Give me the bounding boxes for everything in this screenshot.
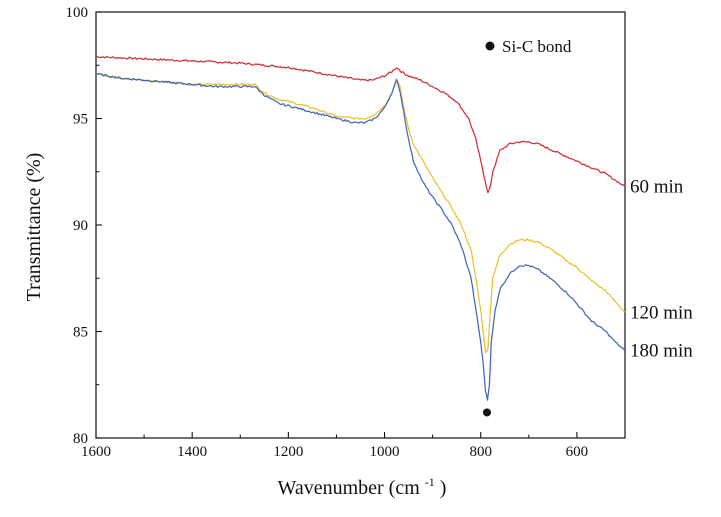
legend-marker-icon	[485, 41, 495, 51]
series-line-180-min	[95, 72, 626, 401]
x-tick-label: 1600	[81, 444, 111, 460]
y-axis-title: Transmittance (%)	[23, 153, 45, 302]
si-c-bond-marker	[482, 408, 491, 417]
tick-labels: 1600 1400 1200 1000 800 600 80 85 90 95 100	[66, 5, 589, 460]
series-line-60-min	[95, 55, 626, 194]
series-label: 180 min	[630, 341, 693, 362]
x-axis-title-main: Wavenumber (cm	[278, 477, 421, 499]
x-tick-label: 600	[566, 444, 589, 460]
x-tick-label: 800	[469, 444, 492, 460]
legend: Si-C bond	[485, 37, 572, 56]
tick-marks	[95, 11, 578, 439]
y-tick-label: 85	[73, 325, 88, 341]
legend-label: Si-C bond	[502, 37, 572, 56]
series-lines	[95, 55, 626, 401]
series-labels: 60 min 120 min 180 min	[630, 177, 693, 362]
y-tick-label: 100	[66, 5, 89, 21]
series-label: 120 min	[630, 302, 693, 323]
x-tick-label: 1000	[370, 444, 400, 460]
x-axis-title-end: )	[440, 477, 447, 499]
y-tick-label: 80	[73, 431, 88, 447]
plot-frame	[95, 11, 626, 439]
y-tick-label: 90	[73, 218, 88, 234]
x-tick-label: 1400	[177, 444, 207, 460]
series-line-120-min	[95, 73, 626, 354]
x-tick-label: 1200	[273, 444, 303, 460]
series-label: 60 min	[630, 177, 684, 198]
y-tick-label: 95	[73, 112, 88, 128]
x-axis-title-sup: -1	[425, 475, 435, 489]
x-axis-title: Wavenumber (cm -1 )	[278, 469, 447, 499]
